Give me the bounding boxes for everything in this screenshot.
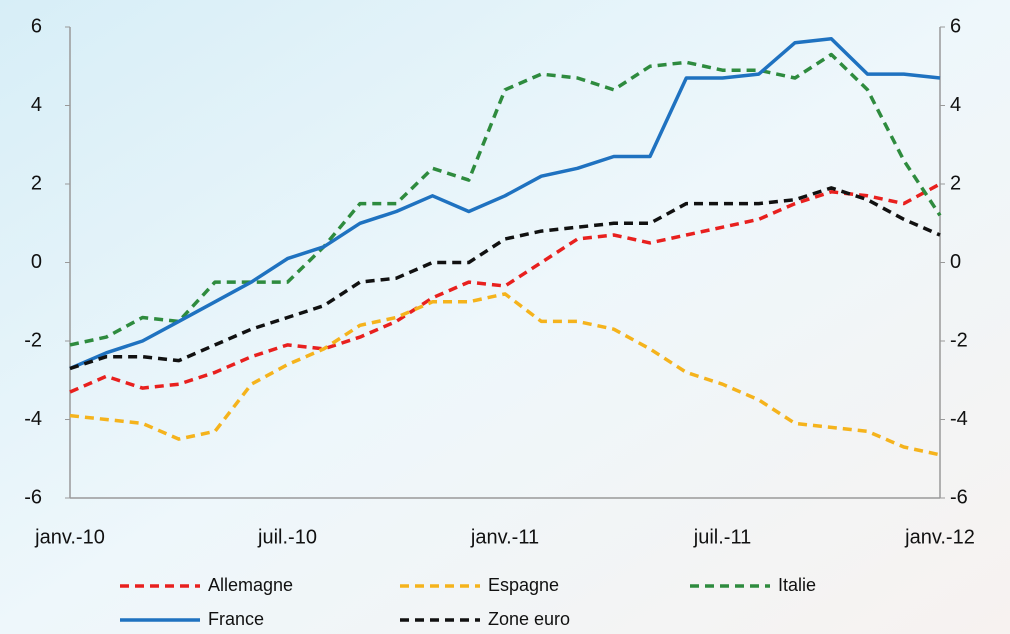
x-tick-label: janv.-10 — [34, 526, 105, 548]
y2-tick-label: 2 — [950, 172, 961, 194]
y-tick-label: -2 — [24, 329, 42, 351]
x-tick-label: janv.-11 — [470, 526, 539, 548]
y-tick-label: 6 — [31, 15, 42, 37]
y2-tick-label: -2 — [950, 329, 968, 351]
y2-tick-label: 6 — [950, 15, 961, 37]
y-tick-label: 2 — [31, 172, 42, 194]
y2-tick-label: -6 — [950, 486, 968, 508]
y2-tick-label: 4 — [950, 94, 961, 116]
y-tick-label: 4 — [31, 94, 42, 116]
legend-label: Italie — [778, 575, 816, 595]
legend-label: France — [208, 609, 264, 629]
y-tick-label: -4 — [24, 408, 42, 430]
legend-label: Zone euro — [488, 609, 570, 629]
x-tick-label: juil.-11 — [693, 526, 751, 548]
x-tick-label: juil.-10 — [257, 526, 317, 548]
legend-label: Allemagne — [208, 575, 293, 595]
y2-tick-label: -4 — [950, 408, 968, 430]
y-tick-label: -6 — [24, 486, 42, 508]
y2-tick-label: 0 — [950, 251, 961, 273]
y-tick-label: 0 — [31, 251, 42, 273]
legend-label: Espagne — [488, 575, 559, 595]
x-tick-label: janv.-12 — [904, 526, 975, 548]
chart: Allemagne Espagne Italie France Zone euro -6… — [0, 0, 1010, 634]
